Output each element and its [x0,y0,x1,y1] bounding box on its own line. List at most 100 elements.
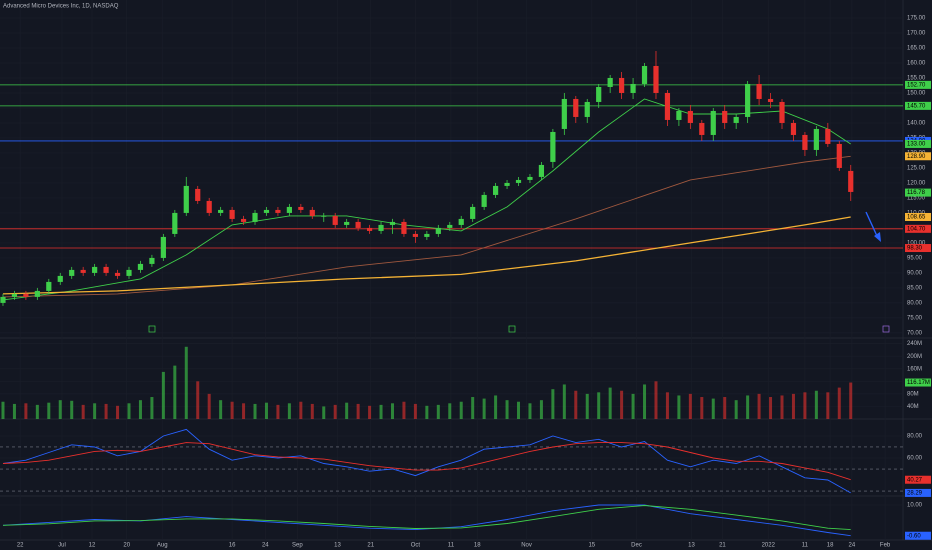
candle-body [34,290,40,297]
candle-body [573,98,579,117]
x-tick-label: 11 [448,543,455,549]
candle-body [137,263,144,270]
candle-body [619,77,625,93]
candle-body [240,218,247,222]
volume-bar [47,402,51,419]
candle-body [630,83,636,93]
event-icons [148,325,890,333]
x-tick-label: Aug [157,543,168,549]
volume-bar [505,400,509,419]
volume-bar [436,404,440,419]
y-tick-label: 70.00 [907,330,923,336]
x-tick-label: Nov [521,543,532,549]
candle-body [745,83,751,117]
volume-bar [1,401,5,419]
candle-body [424,233,430,237]
price-label-box [905,378,931,387]
volume-bar [791,393,795,419]
candle-body [252,212,258,222]
candle-body [527,176,533,180]
price-label-box [905,531,931,540]
volume-bar [345,402,349,419]
y-tick-label: 100.00 [907,241,926,247]
volume-bar [471,397,475,419]
candle-body [802,134,808,150]
volume-bar [299,401,303,419]
y-tick-label: 160.00 [907,61,926,67]
candle-body [710,110,716,135]
candle-body [218,209,224,213]
candle-body [298,206,304,210]
volume-bar [12,403,16,419]
volume-bar [264,402,268,419]
candle-body [756,83,762,99]
y-tick-label: 140.00 [907,121,926,127]
price-label-box [905,224,931,233]
volume-bar [654,381,658,419]
y-tick-label: 40M [907,404,919,410]
y-tick-label: 200M [907,354,922,360]
x-tick-label: 15 [588,543,595,549]
volume-bar [574,390,578,419]
candle-body [389,221,396,225]
volume-bar [390,403,394,419]
volume-bar [826,392,830,419]
volume-bar [597,392,601,419]
x-tick-label: 24 [849,543,856,549]
candle-body [366,227,373,231]
x-tick-label: 21 [367,543,374,549]
earnings-icon[interactable] [148,325,156,333]
x-tick-label: Jul [58,543,66,549]
price-label: 116.78 [907,190,926,196]
candle-body [664,92,671,120]
earnings-icon[interactable] [508,325,516,333]
candle-body [504,182,510,186]
price-label: 133.00 [907,142,926,148]
volume-bar [711,398,715,419]
price-label: 108.65 [907,215,926,221]
price-label-box [905,488,931,497]
candle-body [492,185,499,195]
x-tick-label: 2022 [762,543,776,549]
volume-bar [161,371,165,419]
y-tick-label: 170.00 [907,31,926,37]
volume-bar [780,395,784,419]
volume-bar [150,397,154,419]
candle-body [641,65,648,84]
candle-body [470,206,476,219]
candle-body [561,98,567,129]
candle-body [332,215,338,225]
candle-body [206,200,212,213]
volume-bar [803,392,807,419]
volume-bar [58,400,62,419]
candle-body [309,209,315,216]
volume-bar [287,403,291,419]
candle-body [46,281,52,291]
indicator-line [2,442,851,481]
volume-bar [769,397,773,419]
candle-body [722,110,728,123]
volume-bar [814,390,818,419]
candle-body [23,293,29,297]
x-tick-label: 22 [17,543,24,549]
arrow-drawing [865,211,881,242]
price-label-box [905,139,931,148]
y-tick-label: 80.00 [907,434,923,440]
candle-body [160,236,166,258]
volume-bar [528,403,532,419]
candle-body [699,122,705,135]
arrow-shaft [865,211,878,237]
x-tick-label: 13 [688,543,695,549]
price-label-box [905,475,931,484]
volume-bar [746,395,750,419]
candle-body [458,218,464,225]
price-label-box [905,212,931,221]
price-label: 152.70 [907,82,926,88]
candle-body [355,221,361,228]
volume-bar [379,404,383,419]
earnings-icon[interactable] [882,325,890,333]
x-tick-label: 24 [262,543,269,549]
candle-body [275,209,281,213]
